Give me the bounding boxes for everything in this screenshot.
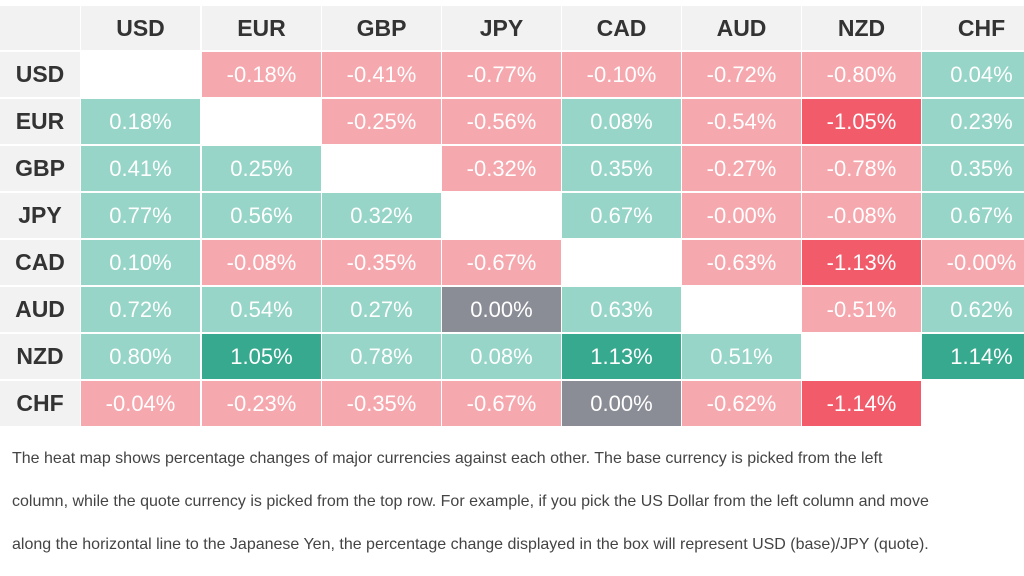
- heatmap-cell-eur-gbp: -0.25%: [322, 99, 441, 144]
- heatmap-cell-cad-aud: -0.63%: [682, 240, 801, 285]
- heatmap-cell-eur-chf: 0.23%: [922, 99, 1024, 144]
- heatmap-cell-chf-chf: [922, 381, 1024, 426]
- heatmap-cell-aud-cad: 0.63%: [562, 287, 681, 332]
- row-header-gbp: GBP: [0, 146, 80, 191]
- heatmap-cell-nzd-usd: 0.80%: [81, 334, 200, 379]
- col-header-gbp: GBP: [322, 6, 441, 50]
- heatmap-cell-nzd-nzd: [802, 334, 921, 379]
- heatmap-cell-jpy-chf: 0.67%: [922, 193, 1024, 238]
- heatmap-cell-gbp-aud: -0.27%: [682, 146, 801, 191]
- heatmap-cell-eur-jpy: -0.56%: [442, 99, 561, 144]
- heatmap-cell-jpy-usd: 0.77%: [81, 193, 200, 238]
- heatmap-cell-aud-eur: 0.54%: [202, 287, 321, 332]
- heatmap-cell-eur-eur: [202, 99, 321, 144]
- heatmap-cell-usd-cad: -0.10%: [562, 52, 681, 97]
- row-header-eur: EUR: [0, 99, 80, 144]
- heatmap-cell-usd-chf: 0.04%: [922, 52, 1024, 97]
- col-header-cad: CAD: [562, 6, 681, 50]
- heatmap-cell-cad-gbp: -0.35%: [322, 240, 441, 285]
- heatmap-cell-jpy-aud: -0.00%: [682, 193, 801, 238]
- heatmap-cell-aud-gbp: 0.27%: [322, 287, 441, 332]
- row-header-usd: USD: [0, 52, 80, 97]
- heatmap-cell-gbp-usd: 0.41%: [81, 146, 200, 191]
- description-line-2: column, while the quote currency is pick…: [12, 493, 929, 510]
- heatmap-cell-chf-eur: -0.23%: [202, 381, 321, 426]
- heatmap-cell-gbp-nzd: -0.78%: [802, 146, 921, 191]
- heatmap-corner: [0, 6, 80, 50]
- heatmap-cell-usd-usd: [81, 52, 200, 97]
- heatmap-cell-eur-usd: 0.18%: [81, 99, 200, 144]
- heatmap-cell-usd-aud: -0.72%: [682, 52, 801, 97]
- heatmap-cell-eur-aud: -0.54%: [682, 99, 801, 144]
- col-header-jpy: JPY: [442, 6, 561, 50]
- heatmap-cell-gbp-jpy: -0.32%: [442, 146, 561, 191]
- heatmap-cell-aud-usd: 0.72%: [81, 287, 200, 332]
- heatmap-cell-eur-nzd: -1.05%: [802, 99, 921, 144]
- heatmap-cell-chf-aud: -0.62%: [682, 381, 801, 426]
- row-header-jpy: JPY: [0, 193, 80, 238]
- heatmap-cell-cad-cad: [562, 240, 681, 285]
- heatmap-cell-nzd-cad: 1.13%: [562, 334, 681, 379]
- heatmap-cell-usd-nzd: -0.80%: [802, 52, 921, 97]
- heatmap-cell-nzd-eur: 1.05%: [202, 334, 321, 379]
- heatmap-cell-jpy-gbp: 0.32%: [322, 193, 441, 238]
- heatmap-cell-jpy-nzd: -0.08%: [802, 193, 921, 238]
- heatmap-cell-jpy-eur: 0.56%: [202, 193, 321, 238]
- heatmap-cell-chf-usd: -0.04%: [81, 381, 200, 426]
- heatmap-cell-nzd-chf: 1.14%: [922, 334, 1024, 379]
- heatmap-cell-jpy-jpy: [442, 193, 561, 238]
- heatmap-cell-gbp-gbp: [322, 146, 441, 191]
- col-header-chf: CHF: [922, 6, 1024, 50]
- col-header-nzd: NZD: [802, 6, 921, 50]
- heatmap-cell-nzd-jpy: 0.08%: [442, 334, 561, 379]
- row-header-nzd: NZD: [0, 334, 80, 379]
- heatmap-cell-chf-gbp: -0.35%: [322, 381, 441, 426]
- col-header-usd: USD: [81, 6, 200, 50]
- heatmap-cell-aud-chf: 0.62%: [922, 287, 1024, 332]
- heatmap-cell-chf-cad: 0.00%: [562, 381, 681, 426]
- heatmap-cell-usd-eur: -0.18%: [202, 52, 321, 97]
- col-header-eur: EUR: [202, 6, 321, 50]
- heatmap-cell-gbp-cad: 0.35%: [562, 146, 681, 191]
- heatmap-cell-jpy-cad: 0.67%: [562, 193, 681, 238]
- heatmap-cell-nzd-aud: 0.51%: [682, 334, 801, 379]
- col-header-aud: AUD: [682, 6, 801, 50]
- heatmap-cell-cad-usd: 0.10%: [81, 240, 200, 285]
- heatmap-cell-cad-nzd: -1.13%: [802, 240, 921, 285]
- heatmap-cell-chf-nzd: -1.14%: [802, 381, 921, 426]
- row-header-cad: CAD: [0, 240, 80, 285]
- currency-heatmap: USD EUR GBP JPY CAD AUD NZD CHF USD -0.18% -0.41% -…: [0, 6, 1024, 426]
- row-header-aud: AUD: [0, 287, 80, 332]
- heatmap-cell-gbp-chf: 0.35%: [922, 146, 1024, 191]
- heatmap-cell-cad-chf: -0.00%: [922, 240, 1024, 285]
- heatmap-cell-gbp-eur: 0.25%: [202, 146, 321, 191]
- description-line-3: along the horizontal line to the Japanes…: [12, 536, 929, 553]
- heatmap-cell-cad-jpy: -0.67%: [442, 240, 561, 285]
- description-line-1: The heat map shows percentage changes of…: [12, 450, 883, 467]
- heatmap-cell-aud-aud: [682, 287, 801, 332]
- heatmap-cell-aud-jpy: 0.00%: [442, 287, 561, 332]
- heatmap-cell-chf-jpy: -0.67%: [442, 381, 561, 426]
- heatmap-cell-eur-cad: 0.08%: [562, 99, 681, 144]
- heatmap-cell-cad-eur: -0.08%: [202, 240, 321, 285]
- heatmap-cell-usd-jpy: -0.77%: [442, 52, 561, 97]
- row-header-chf: CHF: [0, 381, 80, 426]
- heatmap-cell-usd-gbp: -0.41%: [322, 52, 441, 97]
- heatmap-cell-aud-nzd: -0.51%: [802, 287, 921, 332]
- heatmap-cell-nzd-gbp: 0.78%: [322, 334, 441, 379]
